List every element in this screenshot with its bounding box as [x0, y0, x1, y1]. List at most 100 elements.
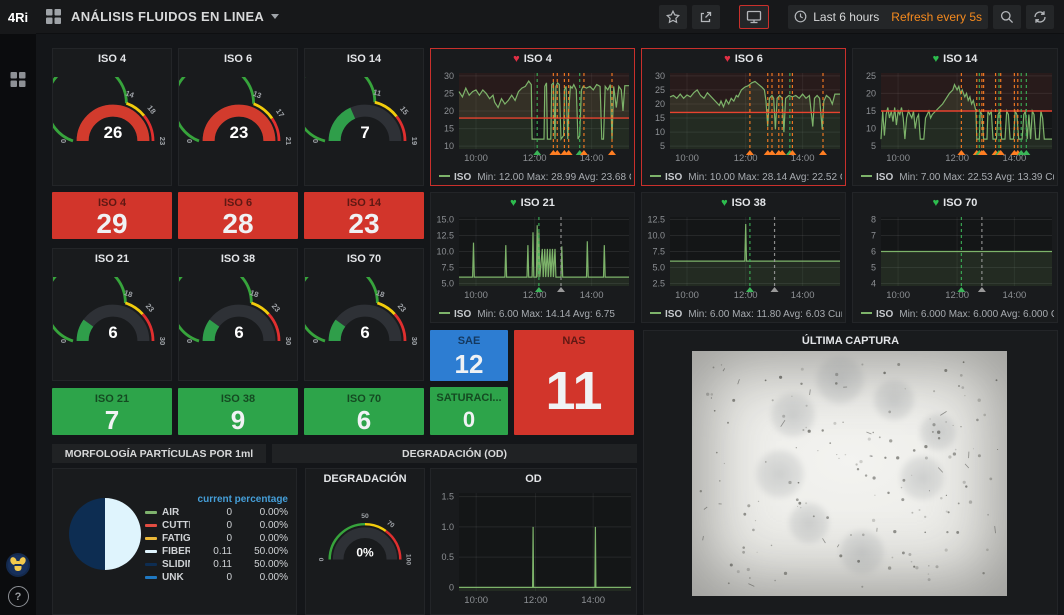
- app-logo[interactable]: 4Ri: [0, 0, 36, 34]
- svg-text:6: 6: [871, 247, 876, 257]
- stat-nas[interactable]: NAS 11: [514, 330, 634, 435]
- caret-down-icon[interactable]: [271, 14, 280, 19]
- legend-percentage: 0.00%: [259, 572, 288, 583]
- chart-legend[interactable]: ISO Min: 10.00 Max: 28.14 Avg: 22.52 Curr…: [650, 172, 842, 183]
- capture-blob: [838, 527, 887, 576]
- series-name: ISO: [454, 309, 472, 320]
- stat-iso4[interactable]: ISO 4 29: [52, 192, 172, 239]
- stat-iso70[interactable]: ISO 70 6: [304, 388, 424, 435]
- stat-iso14[interactable]: ISO 14 23: [304, 192, 424, 239]
- chart-legend[interactable]: ISO Min: 6.000 Max: 6.000 Avg: 6.000 Curr…: [861, 309, 1054, 320]
- dashboard-title[interactable]: ANÁLISIS FLUIDOS EN LINEA: [71, 9, 265, 24]
- dashboards-icon[interactable]: [10, 72, 26, 87]
- svg-text:21: 21: [284, 137, 293, 145]
- panel-title[interactable]: DEGRADACIÓN: [323, 473, 407, 485]
- stat-title: ISO 6: [223, 197, 253, 209]
- panel-title[interactable]: OD: [431, 473, 636, 485]
- svg-text:14:00: 14:00: [580, 153, 604, 164]
- svg-text:0: 0: [311, 339, 320, 343]
- panel-title[interactable]: ♥ ISO 38: [642, 197, 845, 209]
- series-stats: Min: 12.00 Max: 28.99 Avg: 23.68 Current…: [477, 172, 631, 183]
- pie-legend-row[interactable]: UNK 0 0.00%: [145, 571, 288, 584]
- panel-chart-od: OD 0 0.5 1.0 1.5 10:00 12:00 14:00: [430, 468, 637, 615]
- chart-legend[interactable]: ISO Min: 12.00 Max: 28.99 Avg: 23.68 Curr…: [439, 172, 631, 183]
- panel-title[interactable]: ISO 14: [346, 53, 382, 65]
- legend-swatch: [145, 537, 157, 540]
- panel-title[interactable]: ♥ ISO 4: [431, 53, 634, 65]
- panel-title[interactable]: ♥ ISO 14: [853, 53, 1057, 65]
- pie-legend-row[interactable]: CUTTING 0 0.00%: [145, 519, 288, 532]
- panel-title[interactable]: ♥ ISO 70: [853, 197, 1057, 209]
- gauge-value: 6: [108, 323, 117, 342]
- stat-sae[interactable]: SAE 12: [430, 330, 508, 381]
- panel-title[interactable]: ISO 70: [346, 253, 382, 265]
- svg-text:10: 10: [444, 141, 454, 151]
- chart-legend[interactable]: ISO Min: 7.00 Max: 22.53 Avg: 13.39 Curre…: [861, 172, 1054, 183]
- panel-title[interactable]: ♥ ISO 21: [431, 197, 634, 209]
- chart-iso14: 5 10 15 20 25 10:00 12:00 14:00: [866, 71, 1052, 164]
- tv-mode-button[interactable]: [739, 4, 770, 29]
- user-avatar[interactable]: [6, 553, 30, 577]
- stat-iso38[interactable]: ISO 38 9: [178, 388, 298, 435]
- refresh-button[interactable]: [1026, 4, 1054, 29]
- time-range-picker[interactable]: Last 6 hours Refresh every 5s: [788, 4, 988, 29]
- stat-value: 29: [96, 208, 128, 239]
- svg-text:18: 18: [123, 288, 134, 299]
- svg-text:70: 70: [385, 520, 395, 530]
- panel-title[interactable]: ♥ ISO 6: [642, 53, 845, 65]
- svg-text:4: 4: [871, 278, 876, 288]
- pie-legend-row[interactable]: AIR 0 0.00%: [145, 506, 288, 519]
- help-icon[interactable]: ?: [7, 586, 29, 607]
- stat-iso6[interactable]: ISO 6 28: [178, 192, 298, 239]
- pie-legend-row[interactable]: FIBER 0.11 50.00%: [145, 545, 288, 558]
- chart-legend[interactable]: ISO Min: 6.00 Max: 11.80 Avg: 6.03 Curren…: [650, 309, 842, 320]
- svg-text:100: 100: [405, 554, 412, 565]
- panel-title[interactable]: ISO 6: [223, 53, 253, 65]
- svg-text:5.0: 5.0: [652, 262, 665, 272]
- stat-value: 0: [462, 406, 476, 432]
- chart-iso70: 4 5 6 7 8 10:00 12:00 14:00: [871, 215, 1052, 301]
- capture-blob: [871, 378, 916, 422]
- legend-col-percentage: percentage: [234, 494, 288, 505]
- heart-icon: ♥: [721, 197, 728, 209]
- row-header-degradacion_od[interactable]: DEGRADACIÓN (OD): [272, 444, 637, 463]
- panel-title-text: ISO 14: [943, 53, 978, 65]
- legend-col-current: current: [197, 494, 232, 505]
- panel-title[interactable]: ISO 38: [220, 253, 256, 265]
- svg-text:14:00: 14:00: [791, 153, 815, 164]
- svg-text:1.0: 1.0: [441, 522, 454, 532]
- svg-text:14:00: 14:00: [580, 290, 604, 301]
- panel-title[interactable]: ISO 21: [94, 253, 130, 265]
- svg-text:10.0: 10.0: [436, 247, 454, 257]
- svg-text:10:00: 10:00: [464, 153, 488, 164]
- pie-legend-row[interactable]: SLIDING 0.11 50.00%: [145, 558, 288, 571]
- star-button[interactable]: [659, 4, 688, 29]
- series-stats: Min: 6.00 Max: 14.14 Avg: 6.75: [477, 309, 615, 320]
- panel-morfologia: currentpercentageAIR00.00%CUTTING00.00%F…: [52, 468, 297, 615]
- chart-legend[interactable]: ISO Min: 6.00 Max: 14.14 Avg: 6.75: [439, 309, 631, 320]
- chart-iso38: 2.5 5.0 7.5 10.0 12.5 10:00 12:00 14:00: [647, 215, 840, 301]
- panel-title-text: OD: [525, 473, 542, 485]
- svg-text:7.5: 7.5: [652, 247, 665, 257]
- svg-text:25: 25: [655, 85, 665, 95]
- row-header-morfologia[interactable]: MORFOLOGÍA PARTÍCULAS POR 1ml: [52, 444, 266, 463]
- morfologia-pie-chart[interactable]: [69, 498, 141, 570]
- dashboard-grid-icon[interactable]: [46, 9, 61, 24]
- share-button[interactable]: [692, 4, 721, 29]
- panel-title[interactable]: ISO 4: [97, 53, 127, 65]
- panel-gauge-iso4: ISO 4 0 14 18 23 26: [52, 48, 172, 186]
- panel-title[interactable]: ÚLTIMA CAPTURA: [801, 335, 900, 347]
- zoom-out-button[interactable]: [993, 4, 1021, 29]
- microscope-capture-image: [692, 351, 1007, 596]
- pie-legend-row[interactable]: FATIGUE 0 0.00%: [145, 532, 288, 545]
- svg-text:15: 15: [398, 104, 410, 116]
- stat-saturacion[interactable]: SATURACI... 0: [430, 387, 508, 435]
- panel-chart-iso4: ♥ ISO 4 10 15 20 25 30 10:00 12:00 14:00 ISO Min: 1…: [430, 48, 635, 186]
- svg-text:2.5: 2.5: [652, 278, 665, 288]
- series-stats: Min: 6.00 Max: 11.80 Avg: 6.03 Current: …: [688, 309, 842, 320]
- svg-text:12:00: 12:00: [945, 153, 969, 164]
- chart-iso6: 5 10 15 20 25 30 10:00 12:00 14:00: [655, 71, 840, 164]
- stat-iso21[interactable]: ISO 21 7: [52, 388, 172, 435]
- gauge-iso38: 0 18 23 30 6: [179, 277, 293, 345]
- svg-text:10:00: 10:00: [886, 290, 910, 301]
